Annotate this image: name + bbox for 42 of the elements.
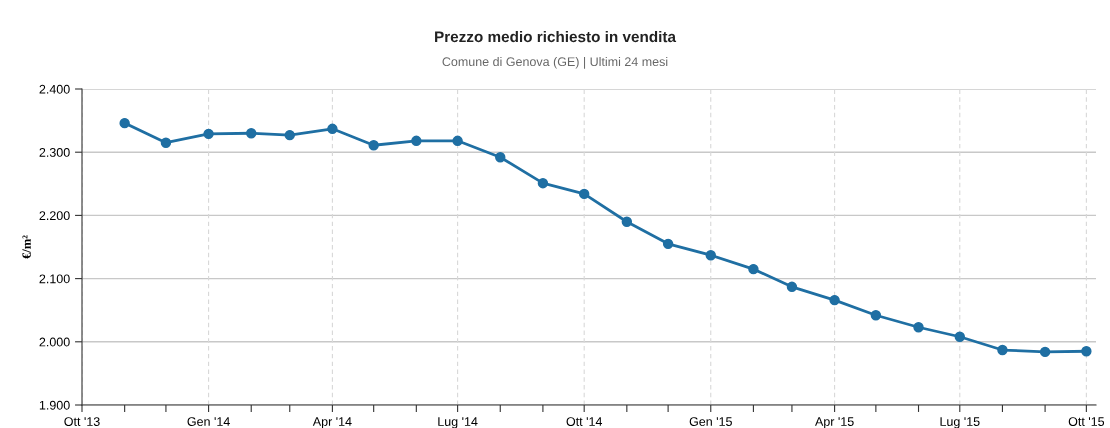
chart-title: Prezzo medio richiesto in vendita	[435, 30, 677, 43]
chart-subtitle: Comune di Genova (GE) | Ultimi 24 mesi	[442, 56, 668, 69]
point	[368, 140, 379, 151]
point	[411, 135, 422, 147]
y-tick-label: 2.400	[39, 84, 70, 94]
point	[537, 177, 549, 189]
x-tick-label: Apr '14	[312, 417, 352, 428]
point	[913, 322, 924, 333]
point	[829, 294, 840, 306]
point	[748, 263, 759, 275]
point	[452, 135, 463, 147]
point	[246, 128, 257, 139]
point	[1081, 346, 1092, 357]
point	[786, 281, 798, 293]
point	[705, 250, 716, 261]
y-tick-label: 2.200	[39, 211, 70, 221]
x-tick-label: Gen '15	[689, 417, 732, 426]
point	[119, 117, 130, 129]
point	[870, 310, 882, 321]
y-axis-title: €/m²	[22, 235, 31, 259]
y-tick-label: 2.100	[39, 274, 70, 284]
y-tick-label: 2.000	[39, 337, 70, 347]
x-tick-label: Apr '15	[815, 417, 854, 428]
point	[1039, 346, 1051, 358]
x-tick-label: Ott '15	[1068, 417, 1105, 426]
point	[578, 188, 590, 200]
x-tick-label: Gen '14	[187, 417, 230, 426]
x-tick-label: Lug '14	[438, 417, 478, 428]
y-tick-label: 2.300	[39, 148, 70, 157]
point	[327, 123, 338, 135]
point	[662, 238, 674, 250]
point	[954, 331, 966, 342]
y-tick-label: 1.900	[39, 400, 70, 410]
point	[160, 137, 172, 148]
point	[203, 128, 214, 140]
x-tick-label: Ott '14	[566, 417, 603, 426]
point	[997, 344, 1008, 356]
x-tick-label: Ott '13	[64, 417, 100, 426]
point	[495, 152, 506, 163]
point	[284, 129, 295, 141]
point	[621, 216, 633, 227]
x-tick-label: Lug '15	[940, 417, 980, 428]
